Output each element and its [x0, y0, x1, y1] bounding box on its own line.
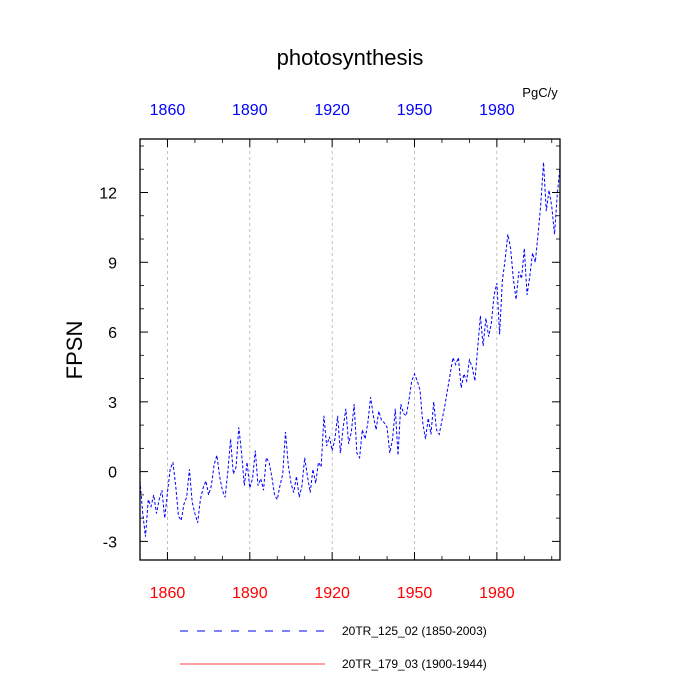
y-tick-label-0: 0 — [108, 465, 117, 482]
y-tick-label-12: 12 — [99, 185, 117, 202]
series-line-0 — [139, 162, 561, 537]
x-tick-label-top-1860: 1860 — [150, 102, 186, 119]
plot-frame — [139, 138, 561, 561]
axis-ticks — [139, 139, 560, 560]
chart-title: photosynthesis — [277, 45, 424, 70]
y-axis-label: FPSN — [62, 321, 87, 380]
x-tick-label-bottom-1950: 1950 — [397, 585, 433, 602]
x-tick-label-top-1980: 1980 — [479, 102, 515, 119]
x-tick-label-bottom-1980: 1980 — [479, 585, 515, 602]
y-tick-label-9: 9 — [108, 255, 117, 272]
x-tick-label-top-1920: 1920 — [314, 102, 350, 119]
series-layer — [139, 162, 561, 537]
legend: 20TR_125_02 (1850-2003) 20TR_179_03 (190… — [180, 624, 487, 671]
top-axis-labels: 1860 1890 1920 1950 1980 — [150, 102, 515, 119]
grid-lines — [167, 139, 498, 560]
x-tick-label-bottom-1920: 1920 — [314, 585, 350, 602]
y-tick-label--3: -3 — [103, 534, 117, 551]
legend-label-1: 20TR_125_02 (1850-2003) — [342, 624, 487, 638]
legend-label-2: 20TR_179_03 (1900-1944) — [342, 657, 487, 671]
bottom-axis-labels: 1860 1890 1920 1950 1980 — [150, 585, 515, 602]
left-axis-labels: -3 0 3 6 9 12 — [99, 185, 117, 551]
x-tick-label-bottom-1860: 1860 — [150, 585, 186, 602]
x-tick-label-bottom-1890: 1890 — [232, 585, 268, 602]
x-tick-label-top-1950: 1950 — [397, 102, 433, 119]
y-tick-label-6: 6 — [108, 325, 117, 342]
x-tick-label-top-1890: 1890 — [232, 102, 268, 119]
y-tick-label-3: 3 — [108, 395, 117, 412]
units-label: PgC/y — [522, 85, 558, 100]
